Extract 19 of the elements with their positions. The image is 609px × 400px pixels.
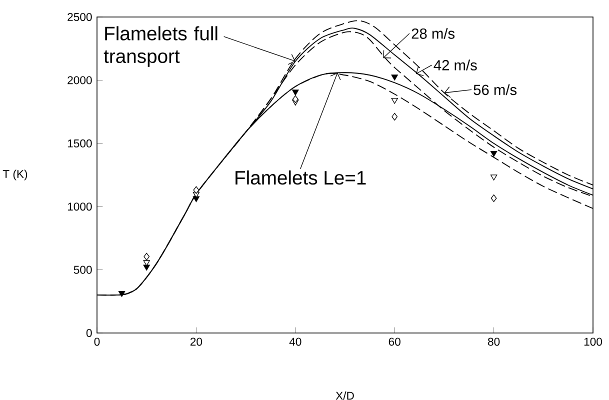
annotation: Flamelets full transport — [104, 26, 218, 67]
x-tick-label: 80 — [488, 338, 500, 346]
y-tick-label: 500 — [74, 266, 92, 274]
x-tick-label: 100 — [584, 338, 602, 346]
y-tick-label: 2500 — [68, 12, 92, 22]
annotation: Flamelets Le=1 — [236, 170, 366, 185]
x-tick-label: 60 — [388, 338, 400, 346]
y-tick-label: 2000 — [68, 76, 92, 84]
annotation: 28 m/s — [412, 28, 455, 39]
y-tick-label: 0 — [86, 328, 92, 338]
annotation: 42 m/s — [434, 60, 477, 70]
x-tick-label: 40 — [289, 338, 302, 346]
x-tick-label: 0 — [94, 338, 100, 346]
y-axis-title: T (K) — [2, 170, 28, 180]
y-tick-label: 1000 — [68, 202, 92, 211]
y-tick-label: 1500 — [68, 139, 92, 148]
x-tick-label: 20 — [190, 338, 202, 346]
x-axis-title: X/D — [336, 391, 354, 400]
annotation: 56 m/s — [474, 84, 517, 96]
